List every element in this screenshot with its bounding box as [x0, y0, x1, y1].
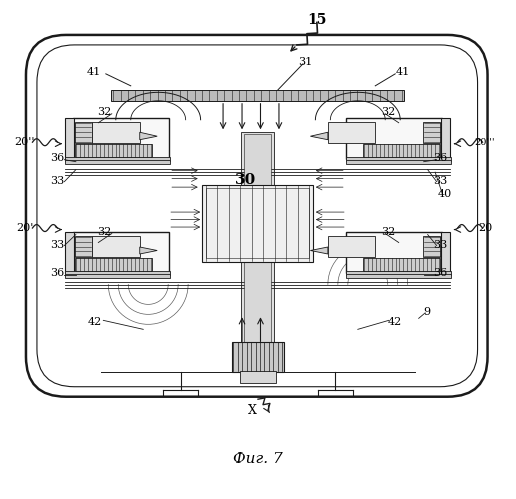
Bar	[363, 258, 440, 271]
Bar	[346, 118, 442, 159]
Bar	[328, 236, 375, 257]
Text: X: X	[248, 404, 256, 417]
Text: 41: 41	[86, 67, 101, 77]
Bar	[65, 274, 170, 278]
Bar	[65, 157, 170, 161]
Bar	[75, 258, 152, 271]
Bar	[346, 157, 450, 161]
Bar	[73, 232, 169, 273]
FancyBboxPatch shape	[26, 35, 488, 397]
Text: 36: 36	[50, 153, 64, 163]
Bar	[75, 122, 92, 143]
Bar	[423, 236, 440, 257]
Bar	[423, 122, 440, 143]
Bar	[328, 122, 375, 143]
Text: 20''': 20'''	[475, 138, 495, 147]
Bar	[92, 236, 140, 257]
Text: 36: 36	[433, 268, 447, 278]
Bar	[346, 232, 442, 273]
Bar	[65, 118, 74, 159]
Bar	[202, 185, 313, 262]
Text: 32: 32	[382, 227, 396, 237]
Bar	[65, 160, 170, 164]
Text: 32: 32	[97, 227, 111, 237]
Bar	[346, 274, 450, 278]
Text: 33: 33	[433, 240, 447, 250]
Text: 20'': 20''	[15, 137, 35, 147]
Bar	[363, 144, 440, 157]
Text: 32: 32	[382, 107, 396, 117]
Bar	[65, 271, 170, 275]
Bar	[346, 160, 450, 164]
Bar	[205, 188, 310, 258]
Bar	[346, 271, 450, 275]
Bar	[232, 342, 284, 372]
Text: 30: 30	[235, 173, 256, 187]
Bar	[92, 122, 140, 143]
Bar	[75, 236, 92, 257]
Polygon shape	[140, 132, 157, 140]
Bar	[239, 371, 276, 383]
Text: 33: 33	[50, 176, 64, 186]
Bar	[111, 90, 404, 101]
Text: 33: 33	[50, 240, 64, 250]
Text: 42: 42	[388, 317, 402, 327]
Text: 36: 36	[50, 268, 64, 278]
Text: 42: 42	[87, 317, 102, 327]
Bar	[244, 134, 271, 345]
Text: 36: 36	[433, 153, 447, 163]
Text: 33: 33	[433, 176, 447, 186]
Polygon shape	[140, 247, 157, 254]
Text: 20: 20	[478, 223, 492, 233]
Bar	[441, 118, 450, 159]
Text: Фиг. 7: Фиг. 7	[233, 452, 283, 466]
Text: 41: 41	[396, 67, 410, 77]
Text: 20': 20'	[17, 223, 34, 233]
Polygon shape	[311, 132, 328, 140]
Bar	[240, 132, 275, 347]
Text: 40: 40	[438, 189, 452, 199]
Text: 31: 31	[298, 57, 313, 67]
Bar	[73, 118, 169, 159]
Text: 15: 15	[307, 13, 327, 27]
Text: 32: 32	[97, 107, 111, 117]
Bar	[65, 232, 74, 273]
Bar	[441, 232, 450, 273]
Bar	[75, 144, 152, 157]
Text: 9: 9	[423, 307, 430, 317]
Polygon shape	[311, 247, 328, 254]
